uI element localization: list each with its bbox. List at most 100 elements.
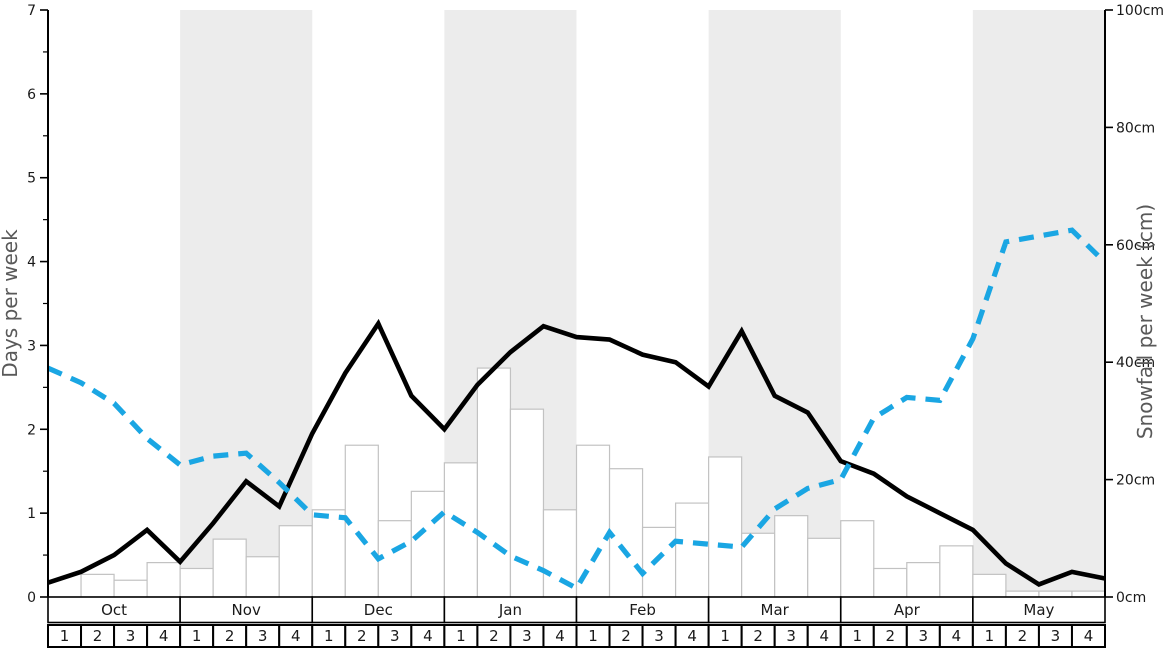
month-cell-Apr: [839, 596, 974, 624]
week-label: 3: [522, 627, 532, 645]
week-label: 2: [753, 627, 763, 645]
week-label: 2: [886, 627, 896, 645]
week-label: 4: [952, 627, 962, 645]
left-axis-title: Days per week: [0, 229, 22, 378]
weekly-snow-bars: [80, 367, 1106, 598]
week-label: 1: [456, 627, 466, 645]
bar-week-18: [608, 468, 644, 598]
week-label: 4: [819, 627, 829, 645]
bar-week-27: [906, 562, 941, 598]
left-tick-label: 2: [27, 422, 36, 438]
bar-week-28: [939, 545, 974, 598]
week-label: 4: [1084, 627, 1094, 645]
week-label: 1: [985, 627, 995, 645]
left-tick-label: 1: [27, 506, 36, 522]
week-label: 2: [93, 627, 103, 645]
right-tick-label: 20cm: [1116, 473, 1155, 489]
month-cell-Dec: [311, 596, 446, 624]
month-label-Feb: Feb: [629, 601, 656, 619]
month-cell-Mar: [707, 596, 842, 624]
bar-week-15: [509, 408, 545, 598]
week-row: 1 2 3 4 1 2 3 4 1 2 3 4 1 2 3 4 1 2 3 4 1 2 3 4 1 2 3 4 1 2 3 4: [47, 624, 1106, 648]
month-label-Dec: Dec: [364, 601, 393, 619]
month-label-May: May: [1023, 601, 1054, 619]
month-label-Oct: Oct: [101, 601, 127, 619]
bar-week-25: [840, 520, 875, 598]
left-tick-label: 4: [27, 255, 36, 271]
bar-week-24: [807, 537, 842, 598]
month-band-May: [972, 10, 1105, 597]
month-label-Jan: Jan: [498, 601, 522, 619]
month-label-Nov: Nov: [232, 601, 261, 619]
bar-week-9: [311, 509, 346, 598]
bar-week-19: [641, 526, 677, 598]
right-axis-title: Snowfall per week (cm): [1133, 204, 1157, 439]
week-label: 1: [192, 627, 202, 645]
right-tick-label: 40cm: [1116, 355, 1155, 371]
bar-week-13: [443, 462, 479, 598]
month-band-Nov: [180, 10, 313, 597]
week-label: 4: [687, 627, 697, 645]
week-label: 1: [720, 627, 730, 645]
bar-week-30: [1005, 590, 1040, 598]
month-label-Mar: Mar: [761, 601, 790, 619]
bar-week-14: [476, 367, 512, 598]
week-label: 2: [489, 627, 499, 645]
left-axis: 0 1 2 3 4 5 6 7: [27, 3, 48, 606]
bar-week-31: [1038, 590, 1073, 598]
left-tick-label: 5: [27, 171, 36, 187]
bar-week-12: [410, 490, 445, 598]
right-tick-label: 80cm: [1116, 120, 1155, 136]
right-axis: 0cm 20cm 40cm 60cm 80cm 100cm: [1105, 3, 1164, 606]
left-tick-label: 7: [27, 3, 36, 19]
month-row: Oct Nov Dec Jan Feb Mar Apr May: [47, 596, 1106, 624]
bar-week-5: [179, 567, 214, 598]
week-label: 1: [588, 627, 598, 645]
snowfall-line: [46, 227, 1107, 592]
week-label: 2: [1018, 627, 1028, 645]
month-cell-Nov: [179, 596, 314, 624]
left-tick-label: 6: [27, 87, 36, 103]
left-tick-label: 3: [27, 338, 36, 354]
bar-week-17: [575, 444, 611, 598]
week-cell: [1070, 624, 1106, 648]
week-label: 2: [225, 627, 235, 645]
bar-week-2: [80, 573, 115, 598]
right-tick-label: 60cm: [1116, 238, 1155, 254]
bar-week-21: [708, 456, 743, 598]
week-label: 3: [654, 627, 664, 645]
bar-week-20: [674, 502, 710, 598]
week-label: 3: [786, 627, 796, 645]
month-label-Apr: Apr: [894, 601, 921, 619]
week-label: 4: [423, 627, 433, 645]
week-label: 3: [126, 627, 136, 645]
week-label: 4: [159, 627, 169, 645]
right-tick-label: 0cm: [1116, 590, 1146, 606]
week-label: 2: [621, 627, 631, 645]
days-per-week-line: [47, 318, 1106, 587]
bar-week-4: [146, 562, 181, 598]
week-label: 3: [258, 627, 268, 645]
week-label: 1: [324, 627, 334, 645]
week-label: 1: [60, 627, 70, 645]
month-shading-bands: [180, 10, 1105, 597]
week-label: 3: [919, 627, 929, 645]
week-label: 3: [390, 627, 400, 645]
bar-week-11: [377, 520, 412, 598]
bar-week-8: [278, 525, 313, 598]
week-label: 3: [1051, 627, 1061, 645]
month-cell-Oct: [47, 596, 181, 624]
bar-week-26: [873, 567, 908, 598]
week-label: 4: [291, 627, 301, 645]
bar-week-29: [972, 573, 1007, 598]
bar-week-23: [774, 515, 809, 598]
week-label: 4: [555, 627, 565, 645]
bar-week-32: [1071, 590, 1106, 598]
bar-week-3: [113, 579, 148, 598]
month-cell-May: [972, 596, 1106, 624]
bar-week-6: [212, 538, 247, 598]
left-tick-label: 0: [27, 590, 36, 606]
week-label: 1: [852, 627, 862, 645]
